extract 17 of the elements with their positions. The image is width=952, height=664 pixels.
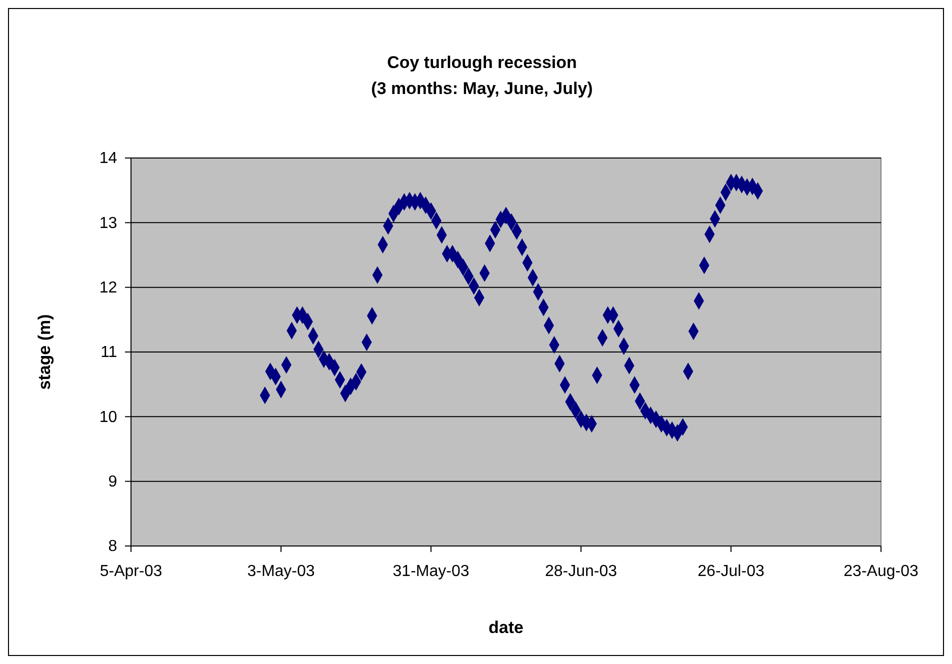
y-tick-label: 12: [99, 279, 118, 296]
y-axis-title: stage (m): [35, 314, 54, 390]
y-tick-label: 13: [99, 214, 118, 232]
y-tick-label: 8: [108, 538, 118, 556]
x-axis-title: date: [488, 618, 524, 637]
y-tick-label: 9: [108, 473, 118, 490]
x-tick-label: 31-May-03: [392, 562, 470, 580]
y-tick-label: 14: [99, 150, 118, 168]
chart-title: Coy turlough recession: [387, 53, 577, 72]
x-tick-label: 28-Jun-03: [544, 562, 618, 580]
x-tick-label: 23-Aug-03: [844, 562, 918, 580]
y-tick-label: 11: [100, 344, 118, 362]
chart-subtitle: (3 months: May, June, July): [371, 79, 593, 98]
y-tick-label: 10: [99, 408, 118, 426]
x-tick-label: 3-May-03: [247, 562, 315, 580]
x-tick-label: 5-Apr-03: [100, 562, 162, 580]
x-tick-label: 26-Jul-03: [698, 562, 764, 580]
